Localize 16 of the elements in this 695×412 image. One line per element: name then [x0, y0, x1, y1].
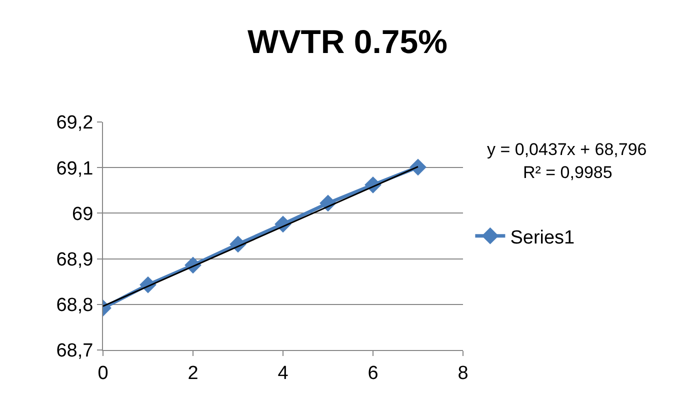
x-tick-label: 2 [188, 362, 198, 384]
y-tick-label: 69,1 [56, 158, 94, 180]
chart-title: WVTR 0.75% [248, 22, 448, 60]
legend-label: Series1 [510, 227, 575, 248]
x-tick-label: 4 [278, 362, 289, 384]
y-tick-label: 68,9 [56, 249, 94, 270]
y-tick-label: 68,8 [56, 295, 94, 316]
x-tick-label: 8 [458, 362, 468, 384]
x-tick-label: 6 [368, 362, 378, 384]
y-tick-label: 69,2 [56, 112, 94, 134]
text: R² = 0,9985 [523, 163, 612, 182]
point [410, 158, 426, 176]
y-tick-label: 69 [72, 204, 94, 225]
x-tick-label: 0 [98, 362, 108, 384]
y-tick-label: 68,7 [56, 340, 94, 362]
text: y = 0,0437x + 68,796 [487, 140, 647, 159]
